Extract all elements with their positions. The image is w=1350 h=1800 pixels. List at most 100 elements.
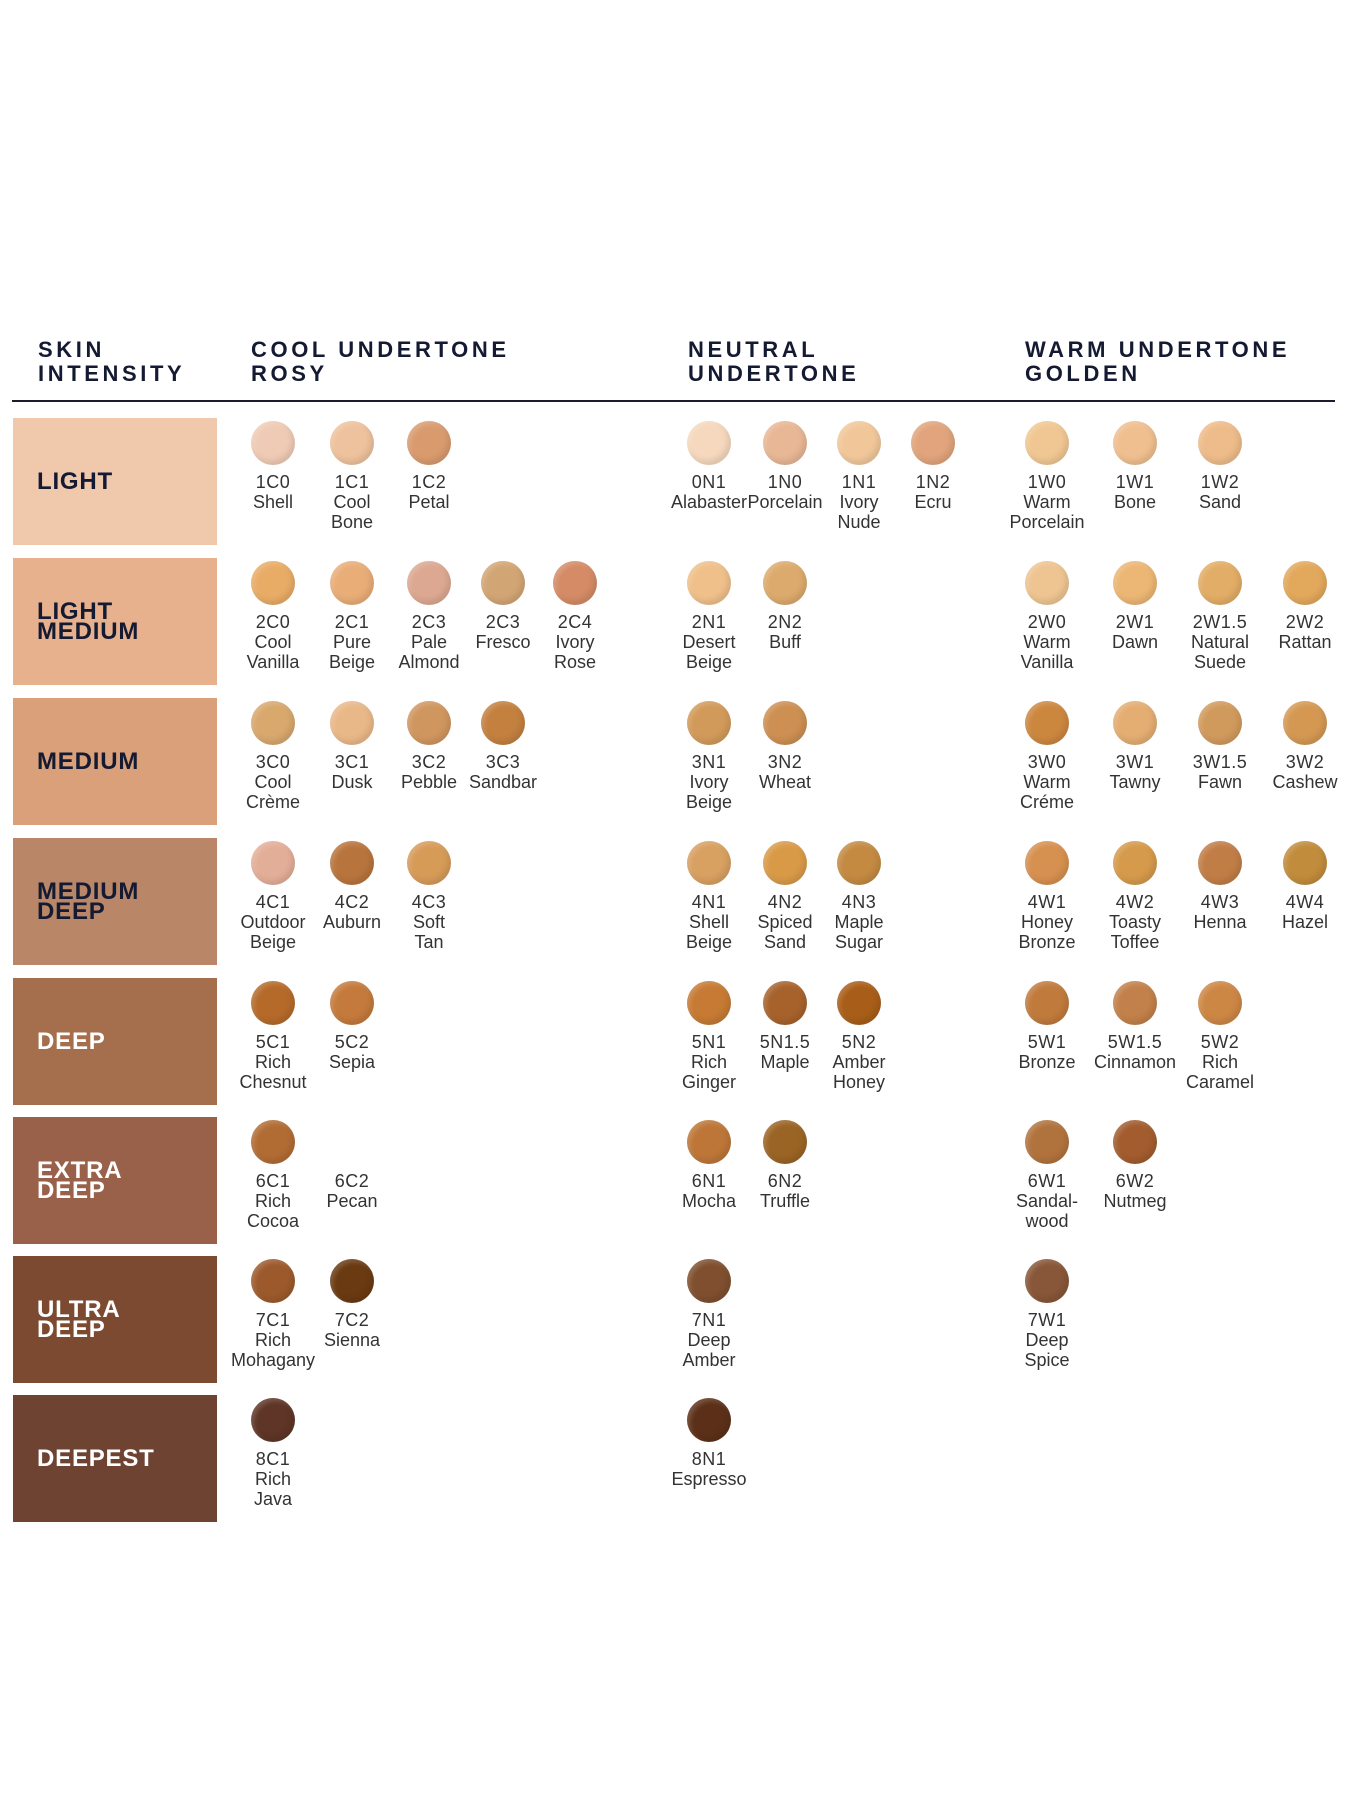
shade-swatch[interactable]	[407, 561, 451, 605]
shade-swatch[interactable]	[687, 421, 731, 465]
shade-swatch[interactable]	[553, 561, 597, 605]
shade-item: 5N1 Rich Ginger	[664, 981, 754, 1092]
shade-name: Ecru	[914, 492, 952, 512]
shade-swatch[interactable]	[330, 561, 374, 605]
shade-swatch[interactable]	[1198, 841, 1242, 885]
shade-swatch[interactable]	[407, 841, 451, 885]
shade-swatch[interactable]	[1113, 1120, 1157, 1164]
shade-name: Soft Tan	[412, 912, 446, 952]
shade-swatch[interactable]	[687, 1120, 731, 1164]
shade-name: Deep Spice	[1024, 1330, 1070, 1370]
shade-name: Alabaster	[670, 492, 748, 512]
shade-swatch[interactable]	[837, 421, 881, 465]
shade-code: 1W1	[1115, 472, 1155, 492]
shade-item: 3N1 Ivory Beige	[664, 701, 754, 812]
shade-code: 4W1	[1027, 892, 1067, 912]
shade-swatch[interactable]	[251, 1398, 295, 1442]
shade-swatch[interactable]	[1283, 561, 1327, 605]
shade-code: 1N1	[841, 472, 877, 492]
shade-swatch[interactable]	[687, 981, 731, 1025]
shade-swatch[interactable]	[687, 1259, 731, 1303]
shade-swatch[interactable]	[763, 421, 807, 465]
shade-swatch[interactable]	[1113, 701, 1157, 745]
shade-swatch[interactable]	[251, 561, 295, 605]
shade-name: Sienna	[323, 1330, 381, 1350]
shade-swatch[interactable]	[763, 561, 807, 605]
shade-swatch[interactable]	[1025, 1120, 1069, 1164]
shade-swatch[interactable]	[330, 1259, 374, 1303]
shade-swatch[interactable]	[763, 1120, 807, 1164]
shade-swatch[interactable]	[1113, 981, 1157, 1025]
shade-name: Cinnamon	[1093, 1052, 1177, 1072]
shade-swatch[interactable]	[763, 701, 807, 745]
shade-swatch[interactable]	[1198, 561, 1242, 605]
header-divider	[12, 400, 1335, 402]
shade-name: Dawn	[1111, 632, 1159, 652]
shade-swatch[interactable]	[1113, 561, 1157, 605]
shade-swatch[interactable]	[1283, 701, 1327, 745]
shade-item: 6W1 Sandal- wood	[1002, 1120, 1092, 1231]
shade-swatch[interactable]	[1025, 981, 1069, 1025]
warm-undertone-header: WARM UNDERTONE GOLDEN	[1025, 337, 1291, 386]
shade-swatch[interactable]	[1025, 561, 1069, 605]
shade-swatch[interactable]	[1113, 421, 1157, 465]
shade-swatch[interactable]	[911, 421, 955, 465]
shade-code: 2N1	[691, 612, 727, 632]
shade-swatch[interactable]	[330, 421, 374, 465]
shade-swatch[interactable]	[687, 841, 731, 885]
shade-item: 8N1 Espresso	[664, 1398, 754, 1489]
shade-name: Shell	[252, 492, 294, 512]
shade-swatch[interactable]	[687, 701, 731, 745]
shade-swatch[interactable]	[687, 1398, 731, 1442]
shade-name: Tawny	[1109, 772, 1161, 792]
intensity-band: DEEPEST	[13, 1395, 217, 1522]
shade-swatch[interactable]	[763, 841, 807, 885]
shade-swatch[interactable]	[330, 841, 374, 885]
shade-swatch[interactable]	[481, 701, 525, 745]
shade-swatch[interactable]	[330, 981, 374, 1025]
shade-item: 2W2 Rattan	[1260, 561, 1350, 652]
shade-swatch[interactable]	[687, 561, 731, 605]
shade-code: 2C0	[255, 612, 291, 632]
shade-name: Rattan	[1278, 632, 1332, 652]
shade-swatch[interactable]	[251, 1120, 295, 1164]
shade-item: 5W2 Rich Caramel	[1175, 981, 1265, 1092]
shade-swatch[interactable]	[407, 701, 451, 745]
shade-swatch[interactable]	[1198, 701, 1242, 745]
shade-swatch[interactable]	[481, 561, 525, 605]
shade-swatch[interactable]	[251, 421, 295, 465]
shade-swatch[interactable]	[837, 841, 881, 885]
shade-swatch[interactable]	[251, 1259, 295, 1303]
shade-item: 4W2 Toasty Toffee	[1090, 841, 1180, 952]
shade-swatch[interactable]	[407, 421, 451, 465]
shade-swatch[interactable]	[1025, 1259, 1069, 1303]
shade-name: Rich Ginger	[681, 1052, 737, 1092]
shade-item: 1N0 Porcelain	[740, 421, 830, 512]
shade-code: 2W0	[1027, 612, 1067, 632]
shade-swatch[interactable]	[1025, 701, 1069, 745]
shade-item: 1C2 Petal	[384, 421, 474, 512]
shade-swatch[interactable]	[1198, 421, 1242, 465]
shade-swatch[interactable]	[251, 981, 295, 1025]
shade-swatch[interactable]	[1025, 421, 1069, 465]
shade-swatch[interactable]	[837, 981, 881, 1025]
shade-swatch[interactable]	[763, 981, 807, 1025]
shade-item: 4W3 Henna	[1175, 841, 1265, 932]
shade-swatch[interactable]	[1025, 841, 1069, 885]
shade-swatch[interactable]	[330, 701, 374, 745]
neutral-undertone-header: NEUTRAL UNDERTONE	[688, 337, 860, 386]
shade-swatch[interactable]	[1113, 841, 1157, 885]
shade-name: Fawn	[1197, 772, 1242, 792]
shade-swatch[interactable]	[251, 701, 295, 745]
shade-swatch[interactable]	[1283, 841, 1327, 885]
shade-code: 5C2	[334, 1032, 370, 1052]
shade-swatch[interactable]	[1198, 981, 1242, 1025]
shade-name: Rich Cocoa	[246, 1191, 300, 1231]
shade-item: 2C1 Pure Beige	[307, 561, 397, 672]
shade-name: Sand	[1198, 492, 1242, 512]
shade-swatch[interactable]	[251, 841, 295, 885]
shade-code: 1C1	[334, 472, 370, 492]
shade-name: Petal	[408, 492, 450, 512]
shade-item: 4N3 Maple Sugar	[814, 841, 904, 952]
shade-code: 4C2	[334, 892, 370, 912]
